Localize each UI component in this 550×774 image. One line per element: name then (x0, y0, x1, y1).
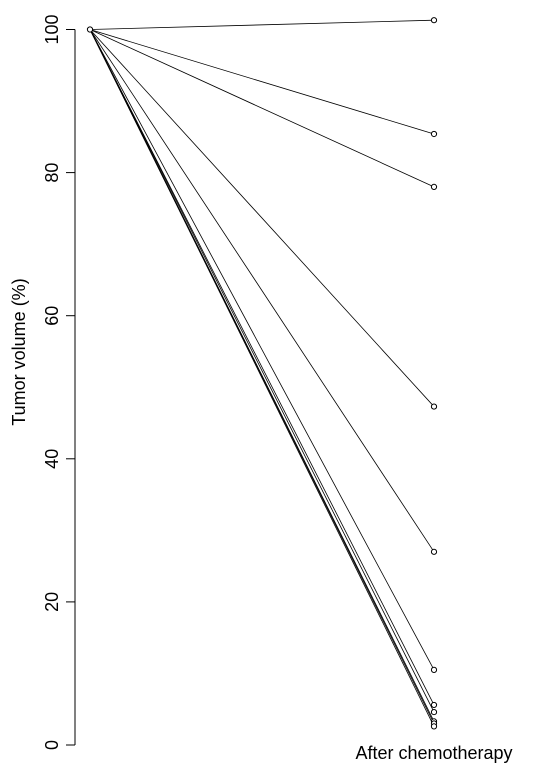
y-axis-ticks: 0 20 40 60 80 100 (42, 14, 75, 750)
end-point-8 (430, 708, 438, 716)
start-point (86, 26, 94, 33)
end-point-5 (430, 548, 438, 555)
end-point-4 (430, 403, 438, 410)
y-tick-label-60: 60 (42, 306, 62, 326)
series-line-2 (89, 29, 435, 135)
series-line-11 (89, 29, 435, 727)
y-tick-label-20: 20 (42, 592, 62, 612)
y-tick-label-0: 0 (42, 740, 62, 750)
end-point-7 (430, 701, 438, 709)
y-tick-label-40: 40 (42, 449, 62, 469)
y-tick-label-100: 100 (42, 14, 62, 44)
series-line-6 (89, 29, 435, 671)
series-line-4 (89, 29, 435, 407)
series-line-5 (89, 29, 435, 553)
series-lines (89, 19, 435, 727)
data-points (86, 17, 438, 730)
end-point-11 (430, 723, 438, 730)
series-line-7 (89, 29, 435, 706)
series-line-8 (89, 29, 435, 713)
end-point-3 (430, 183, 438, 191)
series-line-1 (89, 19, 435, 30)
x-axis-title: After chemotherapy (355, 743, 512, 763)
y-axis-title: Tumor volume (%) (9, 278, 29, 425)
end-point-2 (430, 130, 438, 138)
y-tick-label-80: 80 (42, 163, 62, 183)
end-point-6 (430, 666, 438, 673)
series-line-3 (89, 29, 435, 188)
end-point-1 (430, 17, 438, 24)
